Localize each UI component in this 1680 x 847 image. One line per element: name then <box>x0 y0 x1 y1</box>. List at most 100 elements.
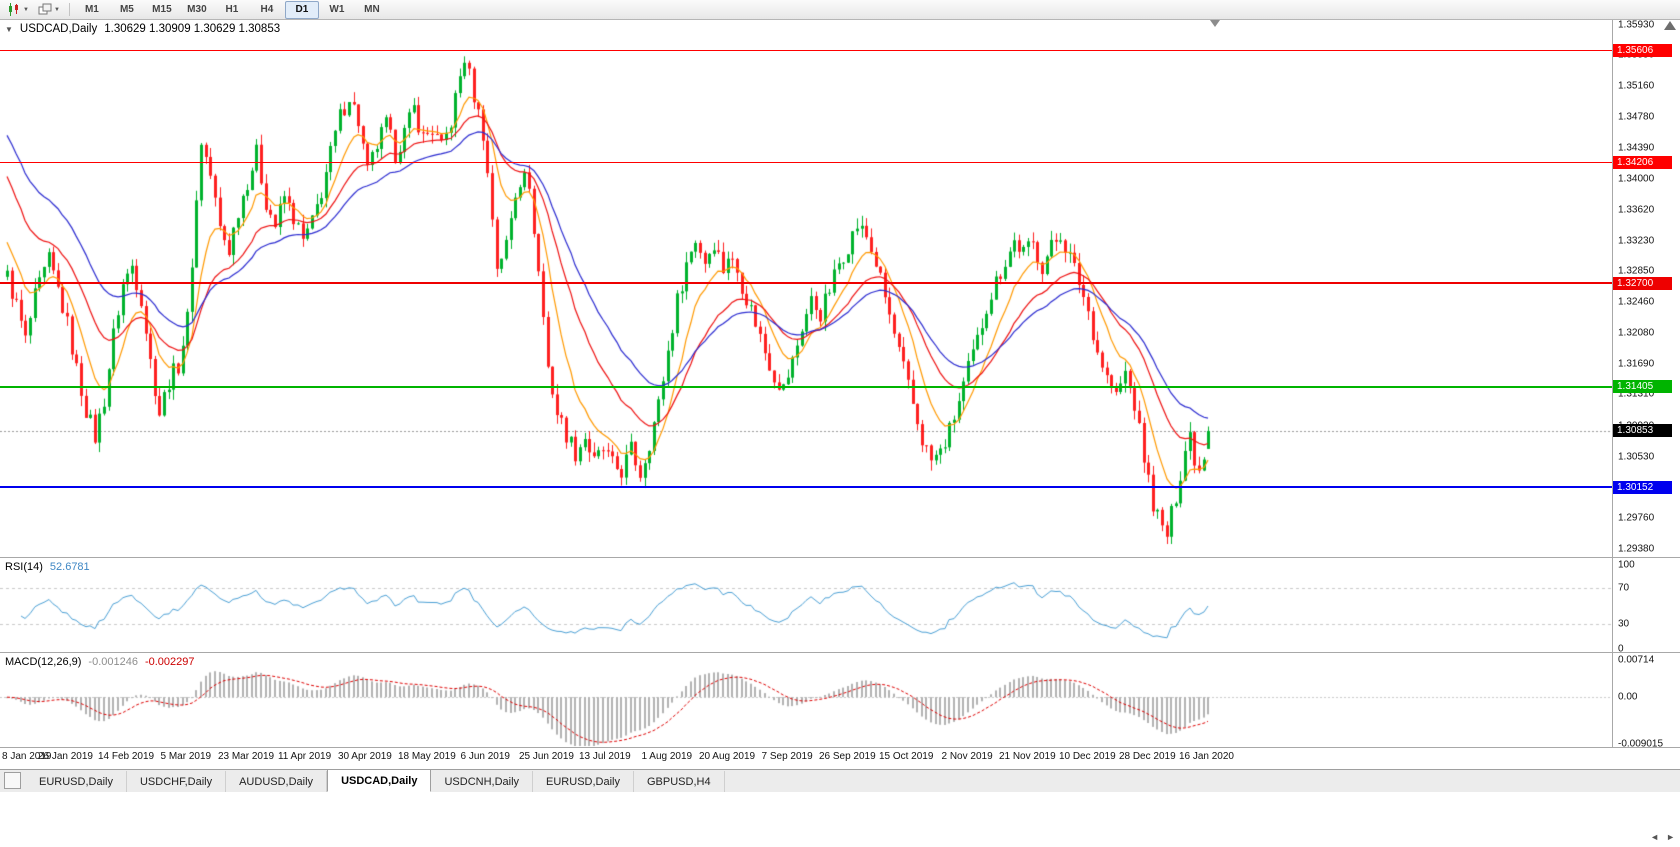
tabs-scroll-right-button[interactable]: ► <box>1666 832 1675 842</box>
price-axis-label: 1.35930 <box>1618 19 1655 31</box>
date-axis-label: 20 Aug 2019 <box>698 751 756 762</box>
timeframe-button-w1[interactable]: W1 <box>329 4 345 15</box>
macd-indicator-label: MACD(12,26,9) -0.001246 -0.002297 <box>5 656 195 668</box>
date-axis-label: 18 May 2019 <box>397 751 456 762</box>
date-axis-label: 2 Nov 2019 <box>941 751 993 762</box>
rsi-axis-label: 100 <box>1618 559 1635 571</box>
new-chart-button[interactable]: ▼ <box>3 0 33 19</box>
chart-shift-marker[interactable] <box>1210 20 1220 27</box>
price-axis-label: 1.34000 <box>1618 173 1655 185</box>
timeframe-button-h1[interactable]: H1 <box>225 4 239 15</box>
macd-main-value: -0.001246 <box>88 656 138 668</box>
tab-usdcnh-daily[interactable]: USDCNH,Daily <box>431 771 534 792</box>
rsi-indicator-label: RSI(14) 52.6781 <box>5 561 90 573</box>
macd-axis-label: 0.00714 <box>1618 654 1655 666</box>
chart-title: USDCAD,Daily <box>19 23 98 35</box>
dropdown-caret-icon: ▼ <box>23 6 29 13</box>
timeframe-button-h4[interactable]: H4 <box>260 4 274 15</box>
price-axis-label: 1.29380 <box>1618 543 1655 555</box>
dropdown-caret-icon: ▼ <box>53 6 60 13</box>
collapse-chart-icon[interactable]: ▼ <box>5 24 13 34</box>
rsi-axis-label: 0 <box>1618 643 1624 655</box>
rsi-axis-label: 70 <box>1618 582 1630 594</box>
panel-divider-macd[interactable] <box>0 652 1680 653</box>
price-axis-label: 1.30530 <box>1618 451 1655 463</box>
date-axis-label: 28 Dec 2019 <box>1118 751 1176 762</box>
date-axis-label: 11 Apr 2019 <box>277 751 332 762</box>
date-axis-label: 26 Sep 2019 <box>818 751 876 762</box>
rsi-value: 52.6781 <box>49 561 90 573</box>
timeframe-button-d1[interactable]: D1 <box>284 0 319 19</box>
tab-scroll-arrows: ◄ ► <box>1650 832 1675 842</box>
chart-tabs: EURUSD,Daily USDCHF,Daily AUDUSD,Daily USDC… <box>26 769 725 792</box>
date-axis-label: 25 Jun 2019 <box>518 751 574 762</box>
date-axis-label: 1 Aug 2019 <box>641 751 693 762</box>
price-line-badge: 1.35606 <box>1613 44 1672 58</box>
date-axis-label: 6 Jun 2019 <box>460 751 511 762</box>
chart-ohlc-values: 1.30629 1.30909 1.30629 1.30853 <box>104 23 281 35</box>
price-line-badge: 1.32700 <box>1613 276 1672 290</box>
tab-gbpusd-h4[interactable]: GBPUSD,H4 <box>634 771 725 792</box>
price-line-badge: 1.30152 <box>1613 480 1672 494</box>
date-axis-label: 15 Oct 2019 <box>878 751 934 762</box>
date-axis-label: 5 Mar 2019 <box>160 751 212 762</box>
tabs-scroll-left-button[interactable]: ◄ <box>1650 832 1660 842</box>
price-line-badge: 1.31405 <box>1613 380 1672 394</box>
rsi-name: RSI(14) <box>5 561 43 573</box>
date-axis-label: 13 Jul 2019 <box>578 751 631 762</box>
date-axis-label: 14 Feb 2019 <box>97 751 155 762</box>
date-axis-label: 10 Dec 2019 <box>1058 751 1116 762</box>
horizontal-line-1.30152[interactable] <box>0 486 1612 489</box>
timeframe-button-m30[interactable]: M30 <box>187 4 207 15</box>
price-axis-label: 1.32850 <box>1618 265 1655 277</box>
current-price-badge: 1.30853 <box>1613 424 1672 438</box>
profiles-button[interactable]: ▼ <box>34 0 64 19</box>
price-axis-label: 1.33620 <box>1618 204 1655 216</box>
tab-usdcad-daily[interactable]: USDCAD,Daily <box>327 769 432 792</box>
price-axis-label: 1.32080 <box>1618 327 1655 339</box>
price-axis-label: 1.35160 <box>1618 80 1655 92</box>
tab-audusd-daily[interactable]: AUDUSD,Daily <box>226 771 328 792</box>
price-axis-separator <box>1612 19 1613 747</box>
timeframe-group: M1 M5 M15 M30 H1 H4 D1 W1 MN <box>75 0 389 19</box>
price-axis-label: 1.32460 <box>1618 296 1655 308</box>
date-axis-label: 16 Jan 2020 <box>1178 751 1234 762</box>
tab-eurusd-daily[interactable]: EURUSD,Daily <box>533 771 634 792</box>
horizontal-line-1.34206[interactable] <box>0 162 1612 164</box>
toolbar: ▼ ▼ M1 M5 M15 M30 H1 H4 D1 W1 MN <box>0 0 1680 20</box>
price-axis-label: 1.34390 <box>1618 142 1655 154</box>
horizontal-line-1.31405[interactable] <box>0 385 1612 388</box>
chart-header: ▼ USDCAD,Daily 1.30629 1.30909 1.30629 1… <box>5 23 280 35</box>
price-axis-label: 1.31310 <box>1618 388 1655 400</box>
date-axis-label: 23 Mar 2019 <box>217 751 275 762</box>
date-axis-label: 26 Jan 2019 <box>37 751 93 762</box>
candlestick-chart-icon <box>9 3 18 16</box>
timeframe-button-m15[interactable]: M15 <box>152 4 172 15</box>
rsi-axis-label: 30 <box>1618 618 1630 630</box>
horizontal-line-1.35606[interactable] <box>0 50 1612 52</box>
panel-divider-rsi[interactable] <box>0 557 1680 558</box>
price-axis-label: 1.29760 <box>1618 512 1655 524</box>
horizontal-line-1.32700[interactable] <box>0 282 1612 285</box>
toolbar-separator <box>68 3 70 16</box>
timeframe-button-m5[interactable]: M5 <box>119 4 134 15</box>
macd-name: MACD(12,26,9) <box>5 656 82 668</box>
date-axis-label: 30 Apr 2019 <box>337 751 392 762</box>
macd-axis-label: 0.00 <box>1618 691 1638 703</box>
date-axis-label: 21 Nov 2019 <box>998 751 1056 762</box>
price-axis-label: 1.31690 <box>1618 358 1655 370</box>
timeframe-button-mn[interactable]: MN <box>364 4 380 15</box>
tab-usdchf-daily[interactable]: USDCHF,Daily <box>127 771 227 792</box>
price-line-badge: 1.34206 <box>1613 156 1672 170</box>
tab-bar: EURUSD,Daily USDCHF,Daily AUDUSD,Daily USDC… <box>0 769 1680 792</box>
date-axis-label: 8 Jan 2019 <box>2 751 52 762</box>
time-axis-divider <box>0 747 1680 748</box>
profiles-icon <box>38 3 52 15</box>
tab-eurusd-daily[interactable]: EURUSD,Daily <box>26 771 127 792</box>
tab-list-button[interactable] <box>4 772 21 789</box>
timeframe-button-m1[interactable]: M1 <box>84 4 99 15</box>
scroll-up-marker[interactable] <box>1664 21 1676 30</box>
macd-signal-value: -0.002297 <box>144 656 195 668</box>
